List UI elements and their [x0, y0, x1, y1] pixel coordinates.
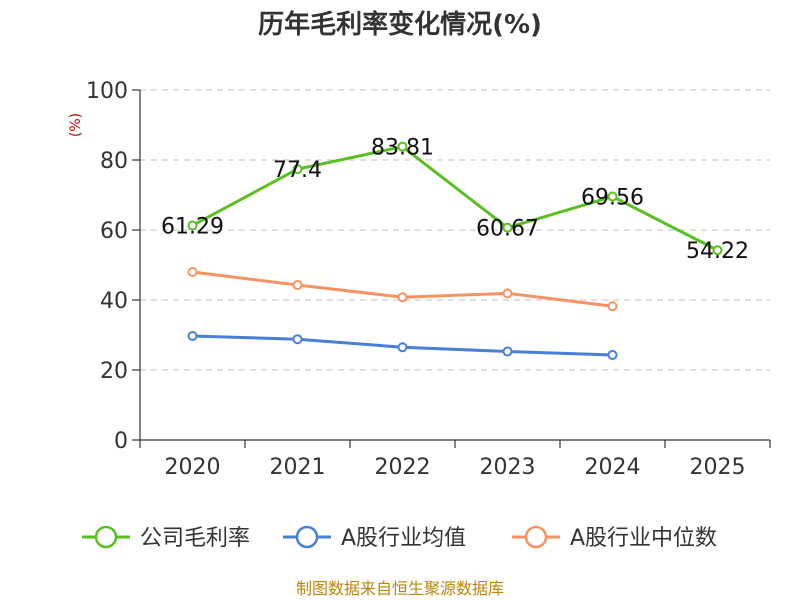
legend-marker-0	[94, 525, 118, 549]
data-point-s1-2021	[292, 334, 303, 345]
source-note: 制图数据来自恒生聚源数据库	[296, 579, 504, 598]
data-point-s0-2024	[607, 191, 618, 202]
data-label-2023: 60.67	[476, 217, 539, 242]
data-label-2021: 77.4	[273, 158, 322, 183]
data-point-s0-2023	[502, 222, 513, 233]
series-line-0	[191, 145, 719, 252]
data-point-s2-2023	[502, 288, 513, 299]
axes: 0 20 40 60 80 100 2020 2021 2022 2023 2024 2025	[86, 79, 771, 480]
y-tick-label-40: 40	[100, 289, 128, 314]
y-tick-label-20: 20	[100, 359, 128, 384]
data-point-s2-2020	[187, 267, 198, 277]
data-point-s1-2020	[187, 331, 198, 342]
legend-marker-1	[295, 525, 319, 549]
legend-marker-2	[524, 525, 548, 549]
y-axis-unit: (%)	[68, 113, 84, 137]
x-tick-label-2024: 2024	[585, 455, 641, 480]
y-tick-label-80: 80	[100, 149, 128, 174]
data-point-s1-2022	[397, 342, 408, 353]
data-point-s2-2024	[607, 301, 618, 312]
legend-label-0: 公司毛利率	[140, 526, 250, 551]
x-tick-label-2021: 2021	[270, 455, 326, 480]
legend-label-1: A股行业均值	[341, 526, 466, 551]
x-tick-label-2020: 2020	[165, 455, 221, 480]
data-label-2024: 69.56	[581, 186, 644, 211]
data-point-s2-2022	[397, 292, 408, 303]
data-point-s0-2020	[187, 220, 198, 231]
legend-label-2: A股行业中位数	[570, 526, 717, 551]
data-point-s0-2022	[397, 141, 408, 152]
data-label-2020: 61.29	[161, 214, 224, 239]
y-tick-label-100: 100	[86, 79, 128, 104]
gridlines	[140, 89, 770, 371]
data-labels: 61.29 77.4 83.81 60.67 69.56 54.22	[161, 136, 749, 265]
legend: 公司毛利率 A股行业均值 A股行业中位数	[82, 525, 717, 551]
data-point-s1-2024	[607, 349, 618, 360]
series-lines	[187, 141, 723, 360]
data-point-s0-2025	[712, 245, 723, 256]
y-tick-label-60: 60	[100, 219, 128, 244]
x-tick-label-2025: 2025	[690, 455, 746, 480]
data-point-s1-2023	[502, 346, 513, 357]
data-point-s0-2021	[292, 164, 303, 175]
x-tick-label-2023: 2023	[480, 455, 536, 480]
data-label-2025: 54.22	[686, 239, 749, 264]
data-point-s2-2021	[292, 279, 303, 290]
chart-title: 历年毛利率变化情况(%)	[258, 9, 542, 40]
x-tick-label-2022: 2022	[375, 455, 431, 480]
data-label-2022: 83.81	[371, 136, 434, 161]
y-tick-label-0: 0	[114, 429, 128, 454]
